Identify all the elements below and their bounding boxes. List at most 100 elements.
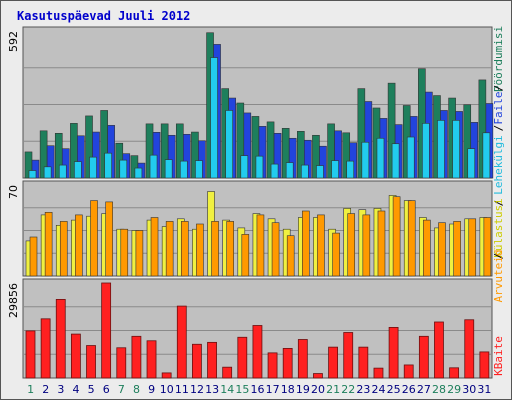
bar-middle-Arvuteid-21 xyxy=(332,232,340,277)
x-tick-label-15: 15 xyxy=(235,383,249,396)
bar-bottom-KBaite-23 xyxy=(358,346,369,379)
bar-middle-Arvuteid-3 xyxy=(59,221,68,277)
x-tick-label-6: 6 xyxy=(103,383,110,396)
bar-middle-Arvuteid-18 xyxy=(286,235,295,277)
bar-middle-Arvuteid-11 xyxy=(180,221,189,277)
bar-middle-Arvuteid-19 xyxy=(302,210,310,277)
x-tick-label-29: 29 xyxy=(447,383,461,396)
bar-middle-Arvuteid-24 xyxy=(377,210,386,277)
bar-middle-Arvuteid-12 xyxy=(196,223,204,277)
bar-top-Lehekülgi-23 xyxy=(361,141,370,179)
bar-top-Lehekülgi-8 xyxy=(134,167,143,179)
bar-bottom-KBaite-4 xyxy=(70,333,81,379)
x-tick-label-1: 1 xyxy=(27,383,34,396)
bar-top-Lehekülgi-22 xyxy=(346,160,355,179)
bar-bottom-KBaite-12 xyxy=(192,343,202,379)
bar-bottom-KBaite-30 xyxy=(464,319,475,379)
bar-bottom-KBaite-16 xyxy=(252,325,263,379)
bar-bottom-KBaite-24 xyxy=(373,367,384,379)
x-tick-label-9: 9 xyxy=(148,383,155,396)
bar-bottom-KBaite-1 xyxy=(25,330,36,379)
bar-bottom-KBaite-22 xyxy=(343,332,354,379)
bar-top-Lehekülgi-11 xyxy=(179,160,188,179)
bar-middle-Arvuteid-22 xyxy=(347,213,356,277)
bar-top-Lehekülgi-27 xyxy=(422,123,430,179)
bar-bottom-KBaite-25 xyxy=(388,327,399,379)
bar-middle-Arvuteid-23 xyxy=(362,214,371,277)
bar-top-Lehekülgi-16 xyxy=(255,155,264,179)
bar-top-Lehekülgi-17 xyxy=(270,163,279,179)
bar-bottom-KBaite-15 xyxy=(237,336,248,379)
x-tick-label-25: 25 xyxy=(387,383,401,396)
bar-middle-Arvuteid-20 xyxy=(317,214,325,277)
bar-middle-Arvuteid-1 xyxy=(29,236,38,277)
x-tick-label-3: 3 xyxy=(57,383,64,396)
panel-middle-ymax-label: 70 xyxy=(7,185,20,199)
x-tick-label-31: 31 xyxy=(477,383,491,396)
bar-top-Lehekülgi-20 xyxy=(316,165,324,179)
x-tick-label-23: 23 xyxy=(356,383,370,396)
bar-middle-Arvuteid-2 xyxy=(44,212,53,277)
bar-top-Lehekülgi-7 xyxy=(119,159,128,179)
bar-top-Lehekülgi-13 xyxy=(210,57,218,179)
x-tick-label-28: 28 xyxy=(432,383,446,396)
bar-middle-Arvuteid-8 xyxy=(135,230,144,277)
x-tick-label-27: 27 xyxy=(417,383,431,396)
bar-middle-Arvuteid-14 xyxy=(226,221,234,277)
bar-top-Lehekülgi-9 xyxy=(149,154,158,179)
bar-middle-Arvuteid-29 xyxy=(453,221,461,277)
x-tick-label-24: 24 xyxy=(372,383,386,396)
bar-top-Lehekülgi-10 xyxy=(164,159,173,179)
bar-top-Lehekülgi-12 xyxy=(195,160,203,179)
legend-label-faile: Faile xyxy=(492,91,505,124)
bar-middle-Arvuteid-25 xyxy=(392,196,401,277)
legend-separator: / xyxy=(492,85,505,92)
x-tick-label-4: 4 xyxy=(72,383,79,396)
bar-middle-Arvuteid-9 xyxy=(150,217,159,277)
x-tick-label-5: 5 xyxy=(88,383,95,396)
bar-middle-Arvuteid-16 xyxy=(256,214,265,277)
bar-bottom-KBaite-2 xyxy=(40,318,51,379)
bar-bottom-KBaite-6 xyxy=(101,282,112,379)
bar-bottom-KBaite-26 xyxy=(403,364,414,379)
bar-bottom-KBaite-10 xyxy=(161,372,172,379)
legend-separator: / xyxy=(492,200,505,207)
bar-bottom-KBaite-28 xyxy=(434,321,444,379)
bar-middle-Arvuteid-17 xyxy=(271,222,280,277)
bar-bottom-KBaite-19 xyxy=(297,339,308,379)
bar-middle-Arvuteid-15 xyxy=(241,234,250,277)
bar-bottom-KBaite-20 xyxy=(313,373,323,379)
x-tick-label-20: 20 xyxy=(311,383,325,396)
bar-bottom-KBaite-21 xyxy=(328,346,338,379)
x-tick-label-8: 8 xyxy=(133,383,140,396)
bar-bottom-KBaite-17 xyxy=(267,352,278,379)
legend-label-kbaite: KBaite xyxy=(492,336,505,376)
bar-bottom-KBaite-9 xyxy=(146,340,157,379)
bar-middle-Arvuteid-28 xyxy=(438,222,446,277)
x-tick-label-18: 18 xyxy=(281,383,295,396)
bar-middle-Arvuteid-4 xyxy=(75,214,83,277)
bar-middle-Arvuteid-6 xyxy=(105,201,113,277)
bar-bottom-KBaite-13 xyxy=(207,341,217,379)
bar-top-Lehekülgi-29 xyxy=(452,120,460,179)
bar-top-Lehekülgi-6 xyxy=(104,152,112,179)
bar-top-Lehekülgi-26 xyxy=(406,136,415,179)
bar-top-Lehekülgi-28 xyxy=(437,120,445,179)
bar-top-Lehekülgi-19 xyxy=(301,164,309,179)
bar-middle-Arvuteid-30 xyxy=(468,218,477,277)
bar-middle-Arvuteid-10 xyxy=(165,221,174,277)
bar-top-Lehekülgi-2 xyxy=(43,166,52,179)
bar-bottom-KBaite-31 xyxy=(479,351,490,379)
x-tick-label-30: 30 xyxy=(462,383,476,396)
legend-label-kulastusi: Külastusi xyxy=(492,198,505,258)
bar-bottom-KBaite-14 xyxy=(222,366,233,379)
panel-bottom-ymax-label: 29856 xyxy=(7,283,20,318)
bar-middle-Arvuteid-27 xyxy=(423,219,431,277)
x-tick-label-21: 21 xyxy=(326,383,340,396)
bar-top-Lehekülgi-31 xyxy=(482,132,491,179)
bar-bottom-KBaite-18 xyxy=(282,348,293,379)
bar-bottom-KBaite-7 xyxy=(116,347,127,379)
bar-bottom-KBaite-8 xyxy=(131,335,142,379)
x-tick-label-14: 14 xyxy=(220,383,234,396)
